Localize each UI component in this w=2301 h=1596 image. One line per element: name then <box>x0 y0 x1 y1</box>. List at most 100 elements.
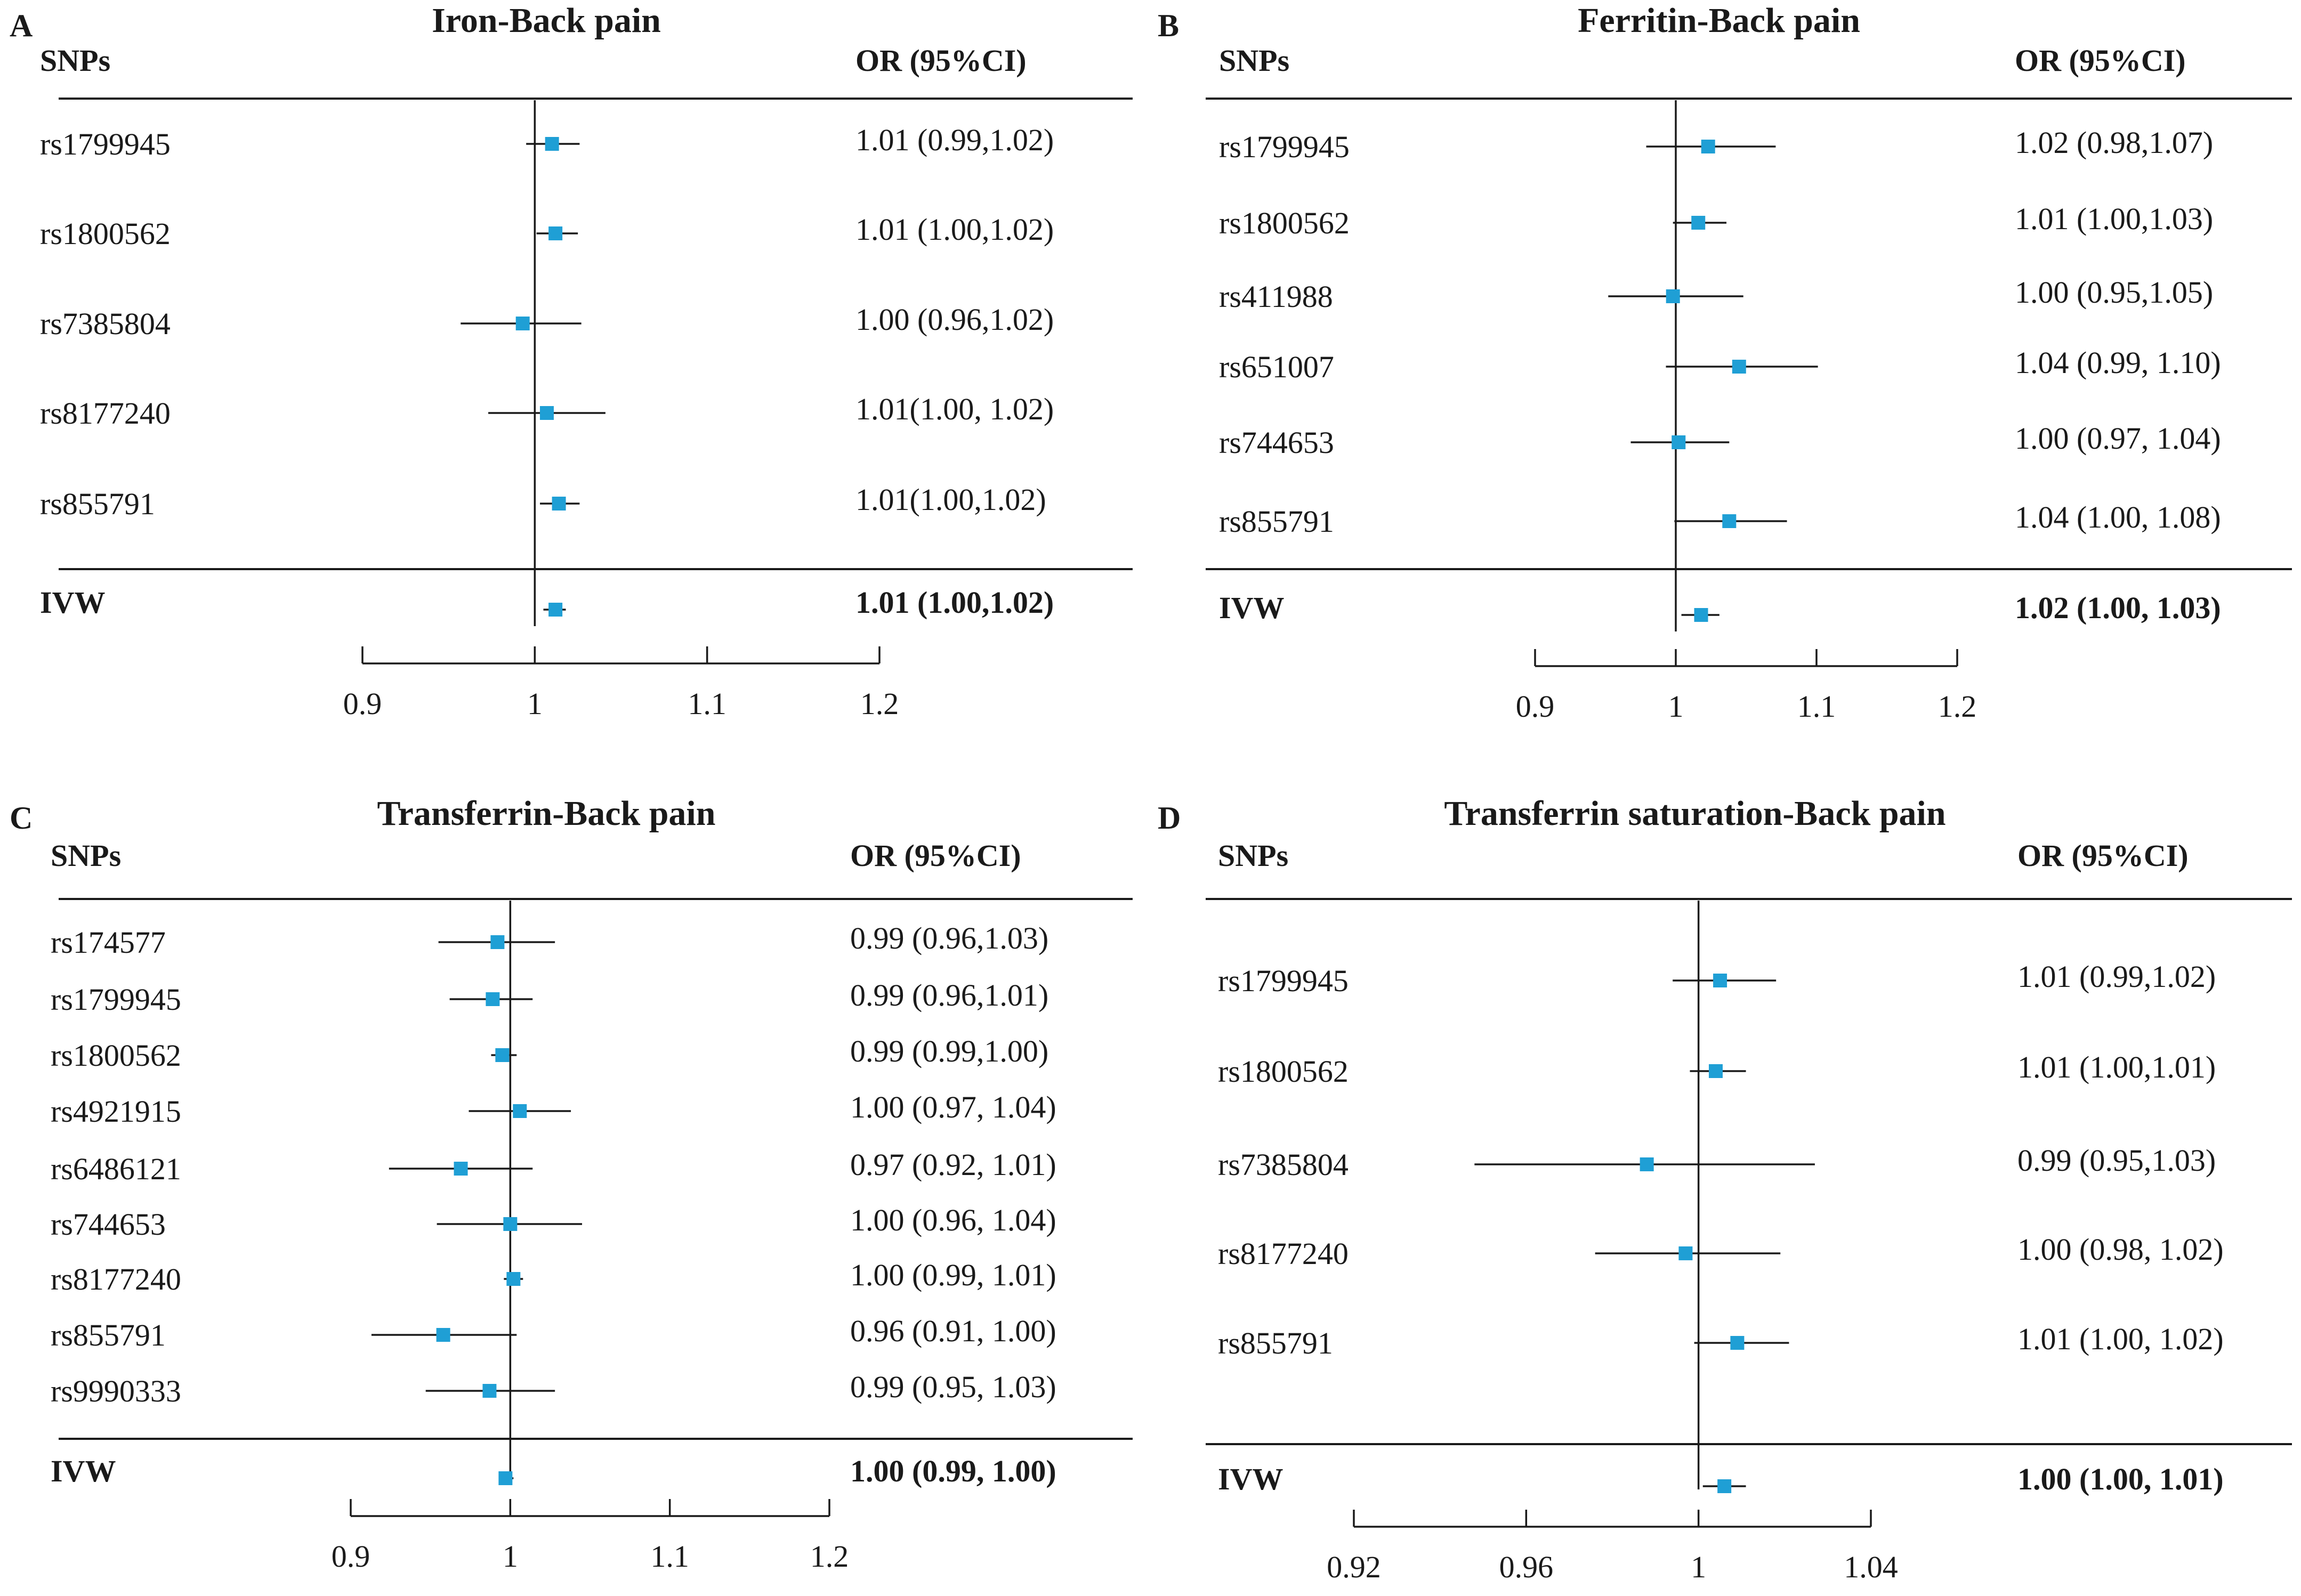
snp-label: rs744653 <box>51 1207 166 1242</box>
x-tick-label: 1 <box>1691 1550 1706 1584</box>
estimate-marker <box>1640 1157 1654 1171</box>
summary-or-ci-label: 1.02 (1.00, 1.03) <box>2015 590 2221 625</box>
snp-label: rs411988 <box>1219 279 1333 314</box>
or-ci-label: 1.00 (0.98, 1.02) <box>2017 1232 2224 1267</box>
snp-label: rs855791 <box>40 487 155 521</box>
or-ci-label: 1.01 (1.00,1.02) <box>855 212 1054 247</box>
snp-label: rs8177240 <box>1218 1236 1349 1271</box>
summary-or-ci-label: 1.00 (0.99, 1.00) <box>850 1454 1056 1488</box>
col-header-or: OR (95%CI) <box>2015 43 2186 78</box>
panel-label: A <box>10 8 33 43</box>
or-ci-label: 1.04 (1.00, 1.08) <box>2015 500 2221 534</box>
summary-label: IVW <box>40 585 105 620</box>
snp-label: rs1799945 <box>40 127 171 161</box>
estimate-marker <box>495 1048 510 1062</box>
panel-title: Ferritin-Back pain <box>1578 1 1860 40</box>
panel-b: B Ferritin-Back pain SNPs OR (95%CI) rs17999… <box>1158 1 2292 724</box>
snp-label: rs744653 <box>1219 425 1334 460</box>
estimate-marker <box>1691 216 1706 230</box>
panel-a: A Iron-Back pain SNPs OR (95%CI) rs1799945 1.… <box>10 1 1133 721</box>
or-ci-label: 0.96 (0.91, 1.00) <box>850 1314 1056 1348</box>
estimate-marker <box>552 497 566 511</box>
panel-label: D <box>1158 800 1181 836</box>
or-ci-label: 0.99 (0.99,1.00) <box>850 1034 1048 1068</box>
panel-title: Iron-Back pain <box>432 1 661 40</box>
col-header-or: OR (95%CI) <box>855 43 1027 78</box>
panel-title: Transferrin-Back pain <box>377 794 716 833</box>
estimate-marker <box>1730 1336 1745 1350</box>
snp-label: rs9990333 <box>51 1374 181 1408</box>
x-tick-label: 0.96 <box>1499 1550 1554 1584</box>
snp-label: rs1799945 <box>1218 963 1349 998</box>
or-ci-label: 0.99 (0.95,1.03) <box>2017 1143 2216 1178</box>
estimate-marker <box>1722 514 1737 528</box>
snp-label: rs1799945 <box>1219 129 1350 164</box>
panel-title: Transferrin saturation-Back pain <box>1444 794 1945 833</box>
or-ci-label: 0.99 (0.95, 1.03) <box>850 1370 1056 1404</box>
summary-marker <box>498 1471 513 1485</box>
estimate-marker <box>1678 1246 1693 1260</box>
x-tick-label: 0.9 <box>1516 689 1555 724</box>
estimate-marker <box>1672 435 1686 449</box>
or-ci-label: 1.00 (0.97, 1.04) <box>2015 421 2221 456</box>
x-tick-label: 1 <box>527 686 543 721</box>
or-ci-label: 1.00 (0.96, 1.04) <box>850 1203 1056 1237</box>
or-ci-label: 1.01 (1.00,1.01) <box>2017 1050 2216 1084</box>
or-ci-label: 1.00 (0.99, 1.01) <box>850 1258 1056 1292</box>
snp-label: rs6486121 <box>51 1152 181 1186</box>
summary-marker <box>1717 1479 1732 1493</box>
panel-label: C <box>10 800 33 836</box>
estimate-marker <box>1709 1064 1723 1078</box>
snp-label: rs4921915 <box>51 1094 181 1129</box>
or-ci-label: 1.04 (0.99, 1.10) <box>2015 345 2221 380</box>
x-tick-label: 0.9 <box>343 686 382 721</box>
x-tick-label: 0.92 <box>1327 1550 1381 1584</box>
or-ci-label: 1.01 (0.99,1.02) <box>855 123 1054 157</box>
panel-label: B <box>1158 8 1179 43</box>
or-ci-label: 1.02 (0.98,1.07) <box>2015 125 2213 160</box>
snp-label: rs7385804 <box>40 306 171 341</box>
estimate-marker <box>482 1384 497 1398</box>
estimate-marker <box>503 1217 518 1231</box>
snp-label: rs7385804 <box>1218 1147 1349 1182</box>
or-ci-label: 1.01(1.00, 1.02) <box>855 392 1054 426</box>
snp-label: rs1800562 <box>51 1038 181 1073</box>
estimate-marker <box>539 406 554 420</box>
estimate-marker <box>513 1104 527 1118</box>
col-header-snps: SNPs <box>1218 838 1288 873</box>
or-ci-label: 1.01(1.00,1.02) <box>855 482 1046 517</box>
snp-label: rs1799945 <box>51 982 181 1017</box>
or-ci-label: 1.01 (1.00, 1.02) <box>2017 1322 2224 1356</box>
snp-label: rs1800562 <box>40 216 171 251</box>
col-header-snps: SNPs <box>40 43 110 78</box>
or-ci-label: 1.01 (1.00,1.03) <box>2015 201 2213 236</box>
summary-or-ci-label: 1.01 (1.00,1.02) <box>855 585 1054 620</box>
or-ci-label: 1.00 (0.97, 1.04) <box>850 1090 1056 1124</box>
estimate-marker <box>548 226 563 240</box>
x-tick-label: 1 <box>503 1539 518 1574</box>
x-tick-label: 1.2 <box>1938 689 1977 724</box>
estimate-marker <box>486 992 500 1006</box>
or-ci-label: 1.00 (0.96,1.02) <box>855 302 1054 337</box>
snp-label: rs855791 <box>1218 1326 1333 1360</box>
snp-label: rs855791 <box>51 1318 166 1352</box>
summary-or-ci-label: 1.00 (1.00, 1.01) <box>2017 1462 2224 1496</box>
panel-d: D Transferrin saturation-Back pain SNPs OR … <box>1158 794 2292 1584</box>
or-ci-label: 0.97 (0.92, 1.01) <box>850 1147 1056 1182</box>
estimate-marker <box>490 935 505 949</box>
or-ci-label: 0.99 (0.96,1.01) <box>850 978 1048 1012</box>
snp-label: rs8177240 <box>51 1262 181 1297</box>
estimate-marker <box>1666 289 1680 303</box>
snp-label: rs1800562 <box>1218 1054 1349 1089</box>
estimate-marker <box>454 1162 468 1176</box>
x-tick-label: 1.1 <box>650 1539 689 1574</box>
col-header-or: OR (95%CI) <box>2017 838 2189 873</box>
summary-label: IVW <box>1218 1462 1283 1496</box>
col-header-snps: SNPs <box>51 838 121 873</box>
snp-label: rs174577 <box>51 925 166 960</box>
x-tick-label: 1.04 <box>1844 1550 1898 1584</box>
estimate-marker <box>1732 360 1746 374</box>
or-ci-label: 1.00 (0.95,1.05) <box>2015 275 2213 310</box>
